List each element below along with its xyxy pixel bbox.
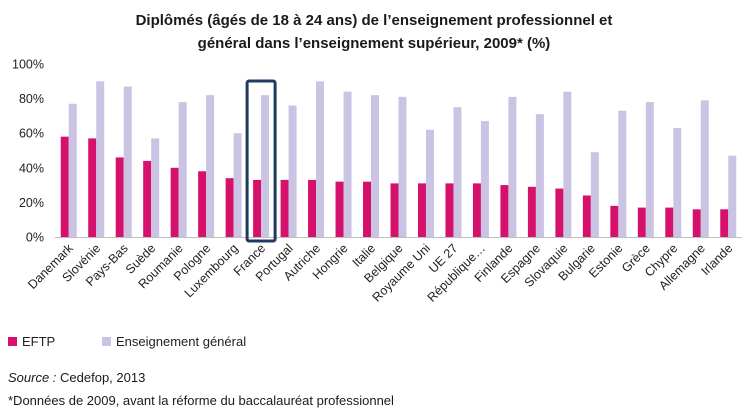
bar-eftp-luxembourg — [225, 178, 234, 237]
bar-eftp-slovenie — [88, 138, 97, 237]
y-tick-label: 40% — [19, 161, 44, 175]
bar-enseignement-general-grece — [645, 102, 654, 237]
bar-enseignement-general-espagne — [535, 114, 544, 237]
legend-swatch-enseignement-general — [102, 337, 111, 346]
bar-enseignement-general-france — [261, 95, 270, 237]
y-axis: 0% 20% 40% 60% 80% 100% — [12, 58, 742, 245]
bar-enseignement-general-hongrie — [343, 91, 352, 238]
y-tick-label: 20% — [19, 196, 44, 210]
bars — [60, 81, 737, 238]
bar-enseignement-general-portugal — [288, 105, 297, 238]
bar-eftp-allemagne — [692, 209, 701, 237]
bar-enseignement-general-italie — [371, 95, 380, 237]
highlight-box-france — [245, 79, 277, 243]
bar-enseignement-general-ue-27 — [453, 107, 462, 237]
y-tick-label: 80% — [19, 92, 44, 106]
y-tick-label: 100% — [12, 58, 44, 72]
source-text: Cedefop, 2013 — [56, 370, 146, 385]
bar-enseignement-general-slovenie — [96, 81, 105, 237]
bar-enseignement-general-slovaquie — [563, 91, 572, 238]
bar-enseignement-general-roumanie — [178, 102, 187, 237]
bar-eftp-estonie — [610, 205, 619, 237]
bar-eftp-ue-27 — [445, 183, 454, 237]
bar-eftp-pologne — [198, 171, 207, 237]
bar-eftp-suede — [143, 160, 152, 237]
bar-enseignement-general-estonie — [618, 110, 627, 237]
bar-enseignement-general-autriche — [316, 81, 325, 237]
bar-eftp-espagne — [527, 186, 536, 237]
bar-eftp-chypre — [665, 207, 674, 237]
bar-enseignement-general-allemagne — [700, 100, 709, 237]
bar-enseignement-general-irlande — [728, 155, 737, 237]
y-tick-label: 60% — [19, 127, 44, 141]
bar-eftp-finlande — [500, 185, 509, 237]
source-label: Source : — [8, 370, 57, 385]
bar-eftp-belgique — [390, 183, 399, 237]
bar-eftp-roumanie — [170, 167, 179, 237]
bar-enseignement-general-royaume-uni — [425, 129, 434, 237]
bar-enseignement-general-pays-bas — [123, 86, 132, 238]
bar-enseignement-general-chypre — [673, 128, 682, 237]
bar-eftp-autriche — [308, 179, 317, 237]
source-note: Source : Cedefop, 2013 — [8, 370, 145, 385]
legend-label-eftp: EFTP — [22, 334, 55, 349]
bar-enseignement-general-bulgarie — [590, 152, 599, 237]
bar-eftp-royaume-uni — [417, 183, 426, 237]
bar-eftp-republique — [472, 183, 481, 237]
bar-enseignement-general-suede — [151, 138, 160, 237]
bar-eftp-pays-bas — [115, 157, 124, 237]
y-tick-label: 0% — [26, 231, 44, 245]
bar-enseignement-general-danemark — [68, 103, 77, 237]
bar-eftp-italie — [363, 181, 372, 237]
x-axis-labels: DanemarkSlovéniePays-BasSuèdeRoumaniePol… — [25, 241, 735, 305]
bar-enseignement-general-pologne — [206, 95, 215, 237]
legend-label-enseignement-general: Enseignement général — [116, 334, 246, 349]
bar-eftp-bulgarie — [582, 195, 591, 237]
bar-eftp-grece — [637, 207, 646, 237]
bar-eftp-slovaquie — [555, 188, 564, 237]
legend: EFTP Enseignement général — [8, 334, 246, 349]
bar-enseignement-general-finlande — [508, 96, 517, 238]
bar-enseignement-general-republique — [480, 121, 489, 237]
bar-eftp-france — [253, 179, 262, 237]
bar-eftp-portugal — [280, 179, 289, 237]
legend-swatch-eftp — [8, 337, 17, 346]
x-tick-label-irlande: Irlande — [698, 241, 735, 278]
bar-enseignement-general-luxembourg — [233, 133, 242, 237]
chart-title-line-1: Diplômés (âgés de 18 à 24 ans) de l’ense… — [136, 12, 613, 29]
bar-eftp-irlande — [720, 209, 729, 237]
bar-eftp-hongrie — [335, 181, 344, 237]
footnote: *Données de 2009, avant la réforme du ba… — [8, 393, 394, 408]
chart-title-line-2: général dans l’enseignement supérieur, 2… — [198, 35, 551, 52]
bar-eftp-danemark — [60, 136, 69, 237]
bar-enseignement-general-belgique — [398, 96, 407, 238]
